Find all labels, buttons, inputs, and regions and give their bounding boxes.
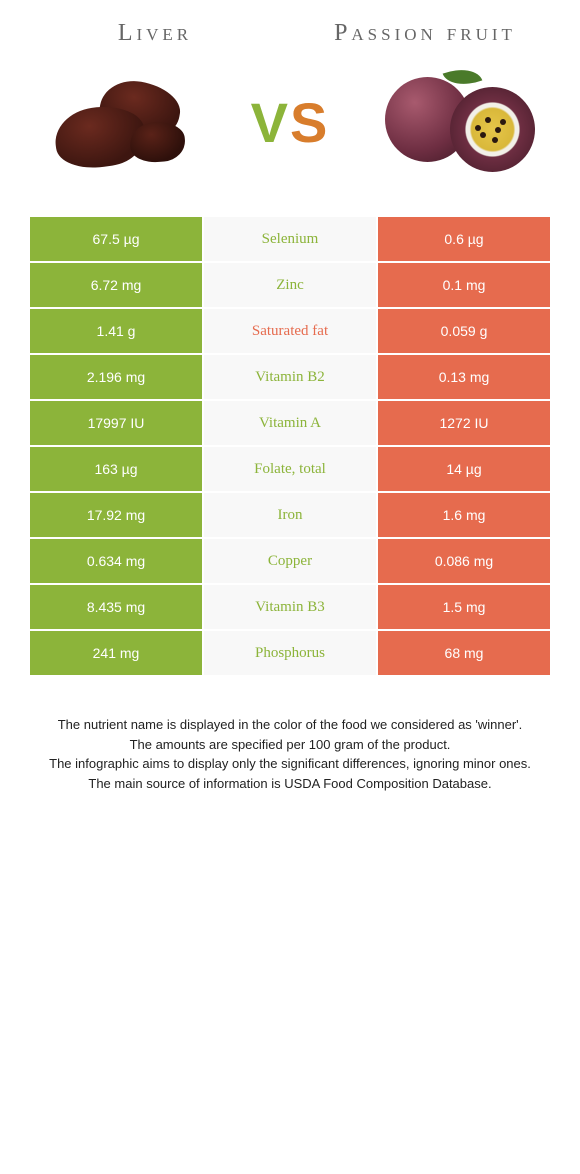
left-food-title: Liver: [45, 20, 265, 47]
nutrient-name-cell: Selenium: [204, 217, 376, 261]
right-food-title: Passion fruit: [315, 20, 535, 47]
right-value-cell: 1.5 mg: [378, 585, 550, 629]
left-value-cell: 17997 IU: [30, 401, 202, 445]
left-value-cell: 163 µg: [30, 447, 202, 491]
left-value-cell: 241 mg: [30, 631, 202, 675]
nutrient-name-cell: Vitamin B2: [204, 355, 376, 399]
nutrient-name-cell: Folate, total: [204, 447, 376, 491]
nutrient-name-cell: Saturated fat: [204, 309, 376, 353]
nutrient-row: 17997 IUVitamin A1272 IU: [30, 401, 550, 445]
right-value-cell: 1272 IU: [378, 401, 550, 445]
vs-label: VS: [251, 90, 330, 155]
vs-v-letter: V: [251, 91, 290, 154]
nutrient-row: 0.634 mgCopper0.086 mg: [30, 539, 550, 583]
images-row: VS: [20, 67, 560, 177]
nutrient-row: 67.5 µgSelenium0.6 µg: [30, 217, 550, 261]
nutrient-name-cell: Phosphorus: [204, 631, 376, 675]
left-value-cell: 8.435 mg: [30, 585, 202, 629]
left-value-cell: 2.196 mg: [30, 355, 202, 399]
liver-image: [40, 67, 200, 177]
right-value-cell: 0.13 mg: [378, 355, 550, 399]
vs-s-letter: S: [290, 91, 329, 154]
nutrient-row: 17.92 mgIron1.6 mg: [30, 493, 550, 537]
right-value-cell: 14 µg: [378, 447, 550, 491]
right-value-cell: 68 mg: [378, 631, 550, 675]
footer-line: The nutrient name is displayed in the co…: [30, 715, 550, 735]
footer-line: The infographic aims to display only the…: [30, 754, 550, 774]
footer-line: The main source of information is USDA F…: [30, 774, 550, 794]
nutrient-name-cell: Zinc: [204, 263, 376, 307]
left-value-cell: 0.634 mg: [30, 539, 202, 583]
footer-notes: The nutrient name is displayed in the co…: [20, 715, 560, 793]
right-value-cell: 1.6 mg: [378, 493, 550, 537]
right-value-cell: 0.6 µg: [378, 217, 550, 261]
nutrient-row: 241 mgPhosphorus68 mg: [30, 631, 550, 675]
right-value-cell: 0.059 g: [378, 309, 550, 353]
left-value-cell: 6.72 mg: [30, 263, 202, 307]
left-value-cell: 1.41 g: [30, 309, 202, 353]
nutrient-name-cell: Iron: [204, 493, 376, 537]
nutrient-name-cell: Vitamin A: [204, 401, 376, 445]
nutrient-row: 8.435 mgVitamin B31.5 mg: [30, 585, 550, 629]
nutrient-name-cell: Copper: [204, 539, 376, 583]
right-value-cell: 0.086 mg: [378, 539, 550, 583]
left-value-cell: 67.5 µg: [30, 217, 202, 261]
nutrient-row: 6.72 mgZinc0.1 mg: [30, 263, 550, 307]
nutrient-name-cell: Vitamin B3: [204, 585, 376, 629]
header-titles: Liver Passion fruit: [20, 20, 560, 47]
nutrient-table: 67.5 µgSelenium0.6 µg6.72 mgZinc0.1 mg1.…: [20, 217, 560, 675]
passion-fruit-image: [380, 67, 540, 177]
nutrient-row: 1.41 gSaturated fat0.059 g: [30, 309, 550, 353]
right-value-cell: 0.1 mg: [378, 263, 550, 307]
nutrient-row: 2.196 mgVitamin B20.13 mg: [30, 355, 550, 399]
footer-line: The amounts are specified per 100 gram o…: [30, 735, 550, 755]
left-value-cell: 17.92 mg: [30, 493, 202, 537]
nutrient-row: 163 µgFolate, total14 µg: [30, 447, 550, 491]
